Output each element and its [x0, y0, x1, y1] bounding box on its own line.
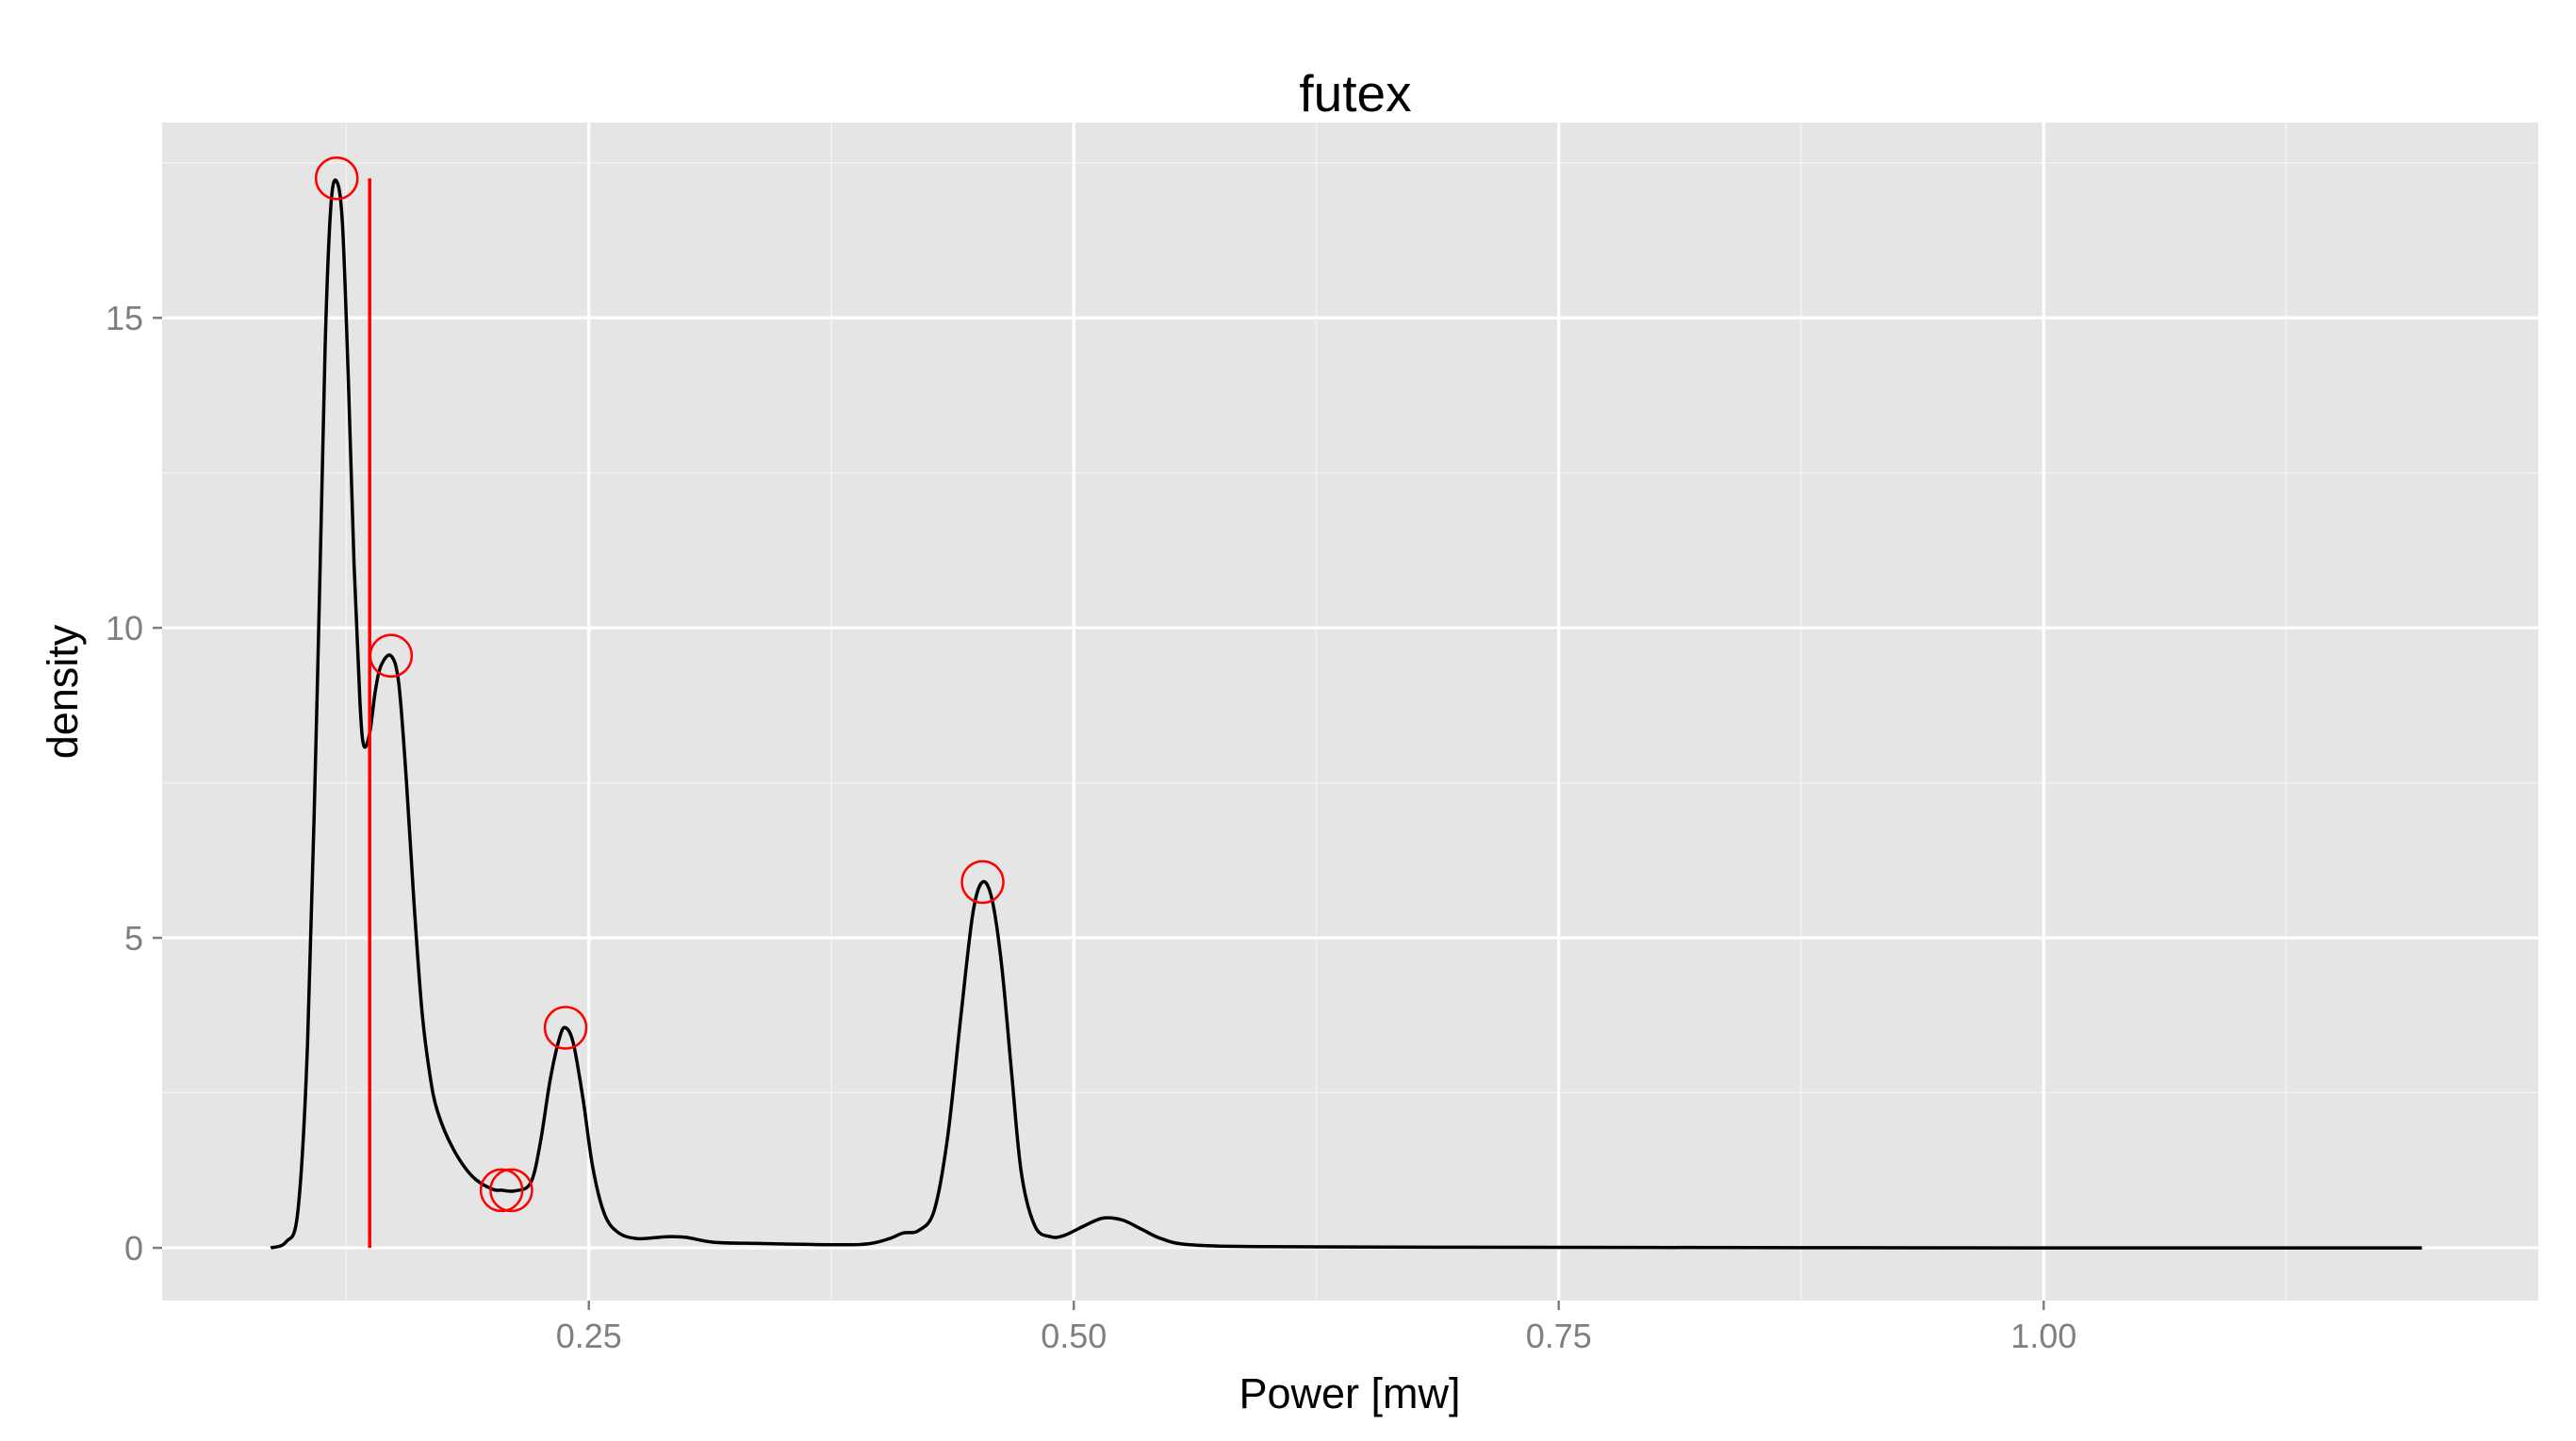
x-tick-label: 0.25 [556, 1317, 622, 1355]
y-tick-label: 5 [124, 919, 143, 958]
x-axis-title: Power [mw] [1239, 1369, 1460, 1417]
peak-markers [314, 156, 1005, 1213]
peak-marker [314, 156, 359, 201]
peak-marker [369, 633, 414, 679]
y-tick-label: 15 [106, 299, 143, 337]
x-axis-ticks: 0.25 0.50 0.75 1.00 [556, 1301, 2076, 1355]
x-tick-label: 0.50 [1041, 1317, 1107, 1355]
plot-panel [162, 123, 2538, 1301]
peak-marker [543, 1006, 588, 1050]
chart-title: futex [1299, 64, 1411, 123]
peak-marker [479, 1168, 524, 1213]
peak-marker [960, 860, 1005, 905]
y-axis-ticks: 0 5 10 15 [106, 299, 162, 1268]
peak-marker [489, 1168, 533, 1213]
x-tick-label: 1.00 [2010, 1317, 2076, 1355]
density-curve [270, 178, 2422, 1250]
x-tick-label: 0.75 [1526, 1317, 1592, 1355]
y-tick-label: 0 [124, 1229, 143, 1268]
y-tick-label: 10 [106, 609, 143, 647]
y-axis-title: density [39, 624, 87, 759]
